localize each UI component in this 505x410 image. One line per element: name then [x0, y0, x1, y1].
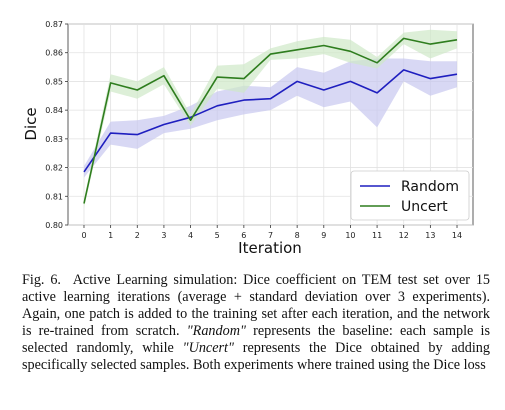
- dice-line-chart: 0 1 2 3 4 5 6 7 8 9 10 11 12 13 14 0.800.810.820.830.8…: [22, 20, 474, 257]
- x-tick-label: 4: [188, 231, 193, 240]
- y-ticks: 0.80 0.81 0.82 0.83 0.84 0.85 0.86 0.87: [45, 20, 68, 230]
- caption-text-1: Active Learning simulation: Dice coeffic…: [22, 272, 491, 339]
- legend-random-label: Random: [401, 179, 459, 195]
- y-axis-label: Dice: [22, 107, 40, 140]
- x-axis-label: Iteration: [238, 239, 302, 257]
- x-tick-label: 1: [108, 231, 113, 240]
- figure-caption: Fig. 6. Active Learning simulation: Dice…: [22, 272, 490, 374]
- x-tick-label: 3: [161, 231, 166, 240]
- y-tick-label: 0.85: [45, 77, 63, 86]
- x-tick-label: 5: [215, 231, 220, 240]
- legend-uncert-label: Uncert: [401, 199, 448, 215]
- caption-random-term: "Random": [186, 323, 246, 339]
- x-tick-label: 14: [452, 231, 462, 240]
- x-tick-label: 9: [321, 231, 326, 240]
- x-ticks: 0 1 2 3 4 5 6 7 8 9 10 11 12 13 14: [81, 225, 462, 240]
- uncert-std-band: [84, 29, 457, 208]
- x-tick-label: 10: [345, 231, 355, 240]
- random-series-line: [83, 69, 458, 173]
- y-tick-label: 0.87: [45, 20, 63, 29]
- x-tick-label: 13: [425, 231, 435, 240]
- x-tick-label: 12: [399, 231, 409, 240]
- x-tick-label: 11: [372, 231, 382, 240]
- uncert-series-line: [83, 37, 458, 204]
- y-tick-label: 0.83: [45, 135, 63, 144]
- y-tick-label: 0.80: [45, 221, 63, 230]
- x-tick-label: 2: [135, 231, 140, 240]
- legend-box: [350, 170, 470, 221]
- x-tick-label: 6: [241, 231, 246, 240]
- caption-label: Fig. 6.: [22, 272, 61, 288]
- x-tick-label: 0: [81, 231, 86, 240]
- y-tick-label: 0.82: [45, 164, 63, 173]
- x-tick-label: 7: [268, 231, 273, 240]
- legend: Random Uncert: [350, 170, 470, 221]
- y-tick-label: 0.84: [45, 106, 63, 115]
- caption-text-2: represents the baseline: each sample is …: [22, 323, 491, 356]
- std-bands: [84, 29, 457, 208]
- random-std-band: [84, 58, 457, 178]
- caption-text-3: represents the Dice obtained by adding s…: [22, 340, 490, 373]
- series-lines: [83, 37, 458, 204]
- y-tick-label: 0.86: [45, 49, 63, 58]
- caption-uncert-term: "Uncert": [182, 340, 234, 356]
- x-tick-label: 8: [295, 231, 300, 240]
- y-tick-label: 0.81: [45, 192, 63, 201]
